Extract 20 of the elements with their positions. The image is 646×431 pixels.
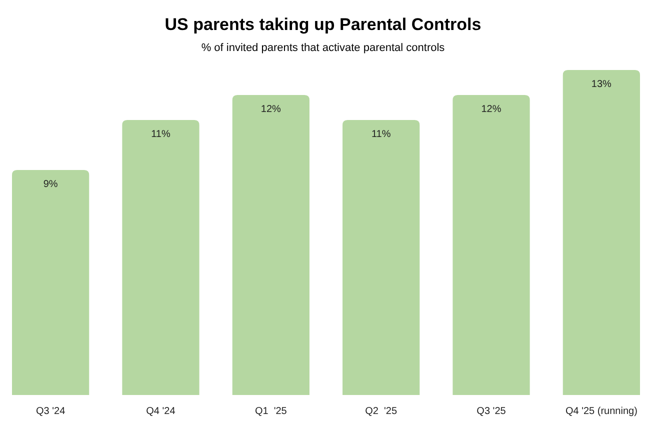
data-label: 13% — [591, 79, 612, 90]
x-tick-label: Q4 '25 (running) — [565, 406, 638, 418]
chart-subtitle: % of invited parents that activate parental controls — [201, 42, 446, 54]
chart-title: US parents taking up Parental Controls — [164, 15, 482, 34]
bar — [12, 170, 90, 395]
data-label: 11% — [371, 129, 391, 140]
x-tick-label: Q3 '24 — [36, 406, 66, 418]
data-label: 12% — [260, 104, 282, 115]
x-tick-label: Q4 '24 — [146, 406, 176, 418]
data-label: 9% — [43, 179, 58, 190]
bar — [122, 120, 200, 395]
bar — [562, 70, 640, 395]
x-tick-label: Q3 '25 — [476, 406, 506, 418]
bar — [342, 120, 420, 395]
bar — [232, 95, 310, 395]
data-label: 12% — [481, 104, 502, 115]
x-tick-label: Q1 '25 — [254, 406, 288, 418]
bar — [452, 95, 530, 395]
data-label: 11% — [151, 129, 170, 140]
x-tick-label: Q2 '25 — [365, 406, 398, 418]
